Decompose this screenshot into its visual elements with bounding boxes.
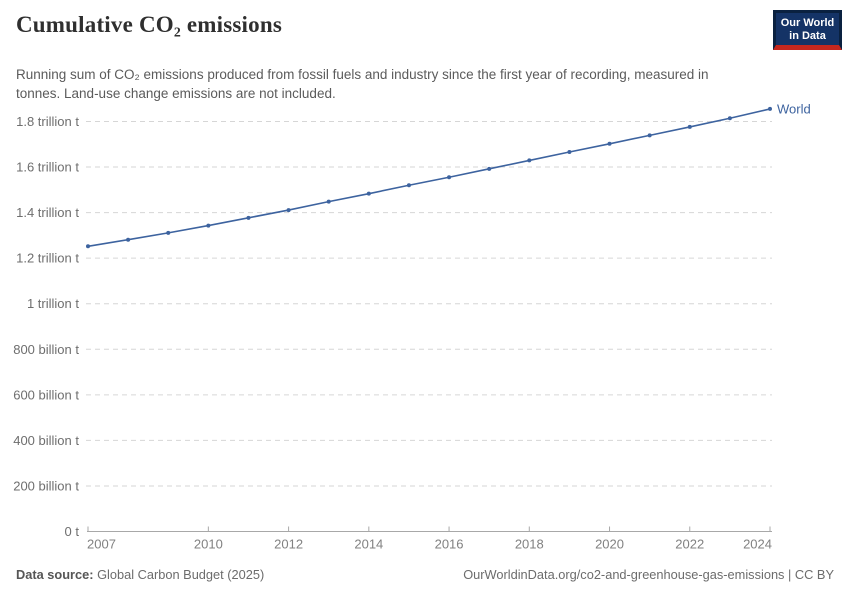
x-tick-label: 2022 [675, 537, 704, 552]
footer-link[interactable]: OurWorldinData.org/co2-and-greenhouse-ga… [463, 567, 834, 582]
x-tick-label: 2007 [87, 537, 116, 552]
data-source-value: Global Carbon Budget (2025) [93, 567, 265, 582]
y-tick-label: 1.8 trillion t [16, 114, 79, 129]
data-point[interactable] [567, 149, 572, 154]
x-tick-label: 2018 [515, 537, 544, 552]
data-point[interactable] [286, 208, 291, 213]
owid-logo-line2: in Data [789, 29, 826, 42]
data-point[interactable] [246, 215, 251, 220]
x-tick-label: 2010 [194, 537, 223, 552]
data-point[interactable] [527, 158, 532, 163]
y-tick-label: 800 billion t [13, 342, 79, 357]
y-tick-label: 1.4 trillion t [16, 205, 79, 220]
x-tick-label: 2016 [435, 537, 464, 552]
series-line-world[interactable] [87, 108, 771, 248]
owid-logo-line1: Our World [780, 17, 835, 29]
y-tick-label: 400 billion t [13, 433, 79, 448]
chart-canvas[interactable]: 0 t 200 billion t 400 billion t 600 billion… [0, 95, 850, 555]
data-source-note: Data source: Global Carbon Budget (2025) [16, 567, 264, 582]
data-point[interactable] [406, 183, 411, 188]
y-tick-label: 600 billion t [13, 387, 79, 402]
x-tick-label: 2024 [743, 537, 772, 552]
data-point[interactable] [86, 244, 90, 249]
data-point[interactable] [326, 199, 331, 204]
chart-subtitle: Running sum of CO₂ emissions produced fr… [16, 66, 709, 101]
owid-logo[interactable]: Our World in Data [773, 10, 842, 50]
data-point[interactable] [366, 191, 371, 196]
data-point[interactable] [768, 106, 772, 111]
series-label-world[interactable]: World [777, 101, 811, 116]
data-point[interactable] [607, 141, 612, 146]
x-tick-label: 2020 [595, 537, 624, 552]
x-tick-label: 2014 [354, 537, 383, 552]
data-point[interactable] [727, 116, 732, 121]
data-point[interactable] [447, 175, 452, 180]
x-tick-label: 2012 [274, 537, 303, 552]
data-point[interactable] [647, 133, 652, 138]
chart-title: Cumulative CO₂ emissions [16, 12, 282, 37]
chart-footer: Data source: Global Carbon Budget (2025)… [16, 567, 834, 582]
y-tick-label: 1.2 trillion t [16, 251, 79, 266]
y-tick-label: 1.6 trillion t [16, 160, 79, 175]
y-tick-label: 200 billion t [13, 478, 79, 493]
data-point[interactable] [126, 237, 131, 242]
data-point[interactable] [687, 124, 692, 129]
data-point[interactable] [487, 166, 492, 171]
data-source-label: Data source: [16, 567, 94, 582]
data-point[interactable] [206, 223, 211, 228]
y-tick-label: 0 t [65, 524, 80, 539]
y-tick-label: 1 trillion t [27, 296, 79, 311]
data-point[interactable] [166, 230, 171, 235]
